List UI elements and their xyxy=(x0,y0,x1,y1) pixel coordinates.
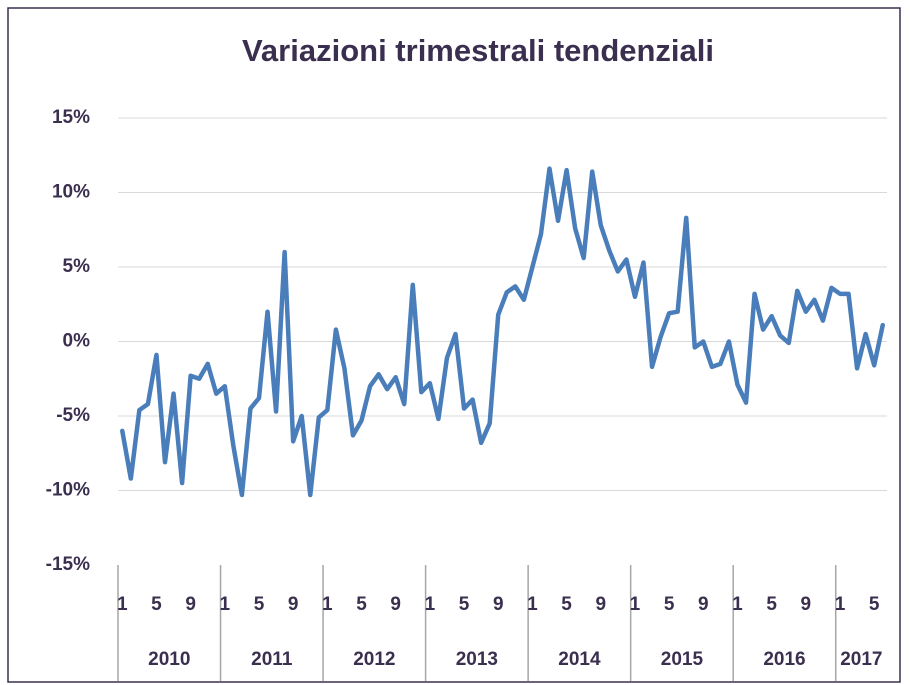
x-tick-label: 9 xyxy=(288,594,299,615)
year-label: 2016 xyxy=(763,649,805,670)
x-tick-label: 9 xyxy=(698,594,709,615)
year-label: 2010 xyxy=(148,649,190,670)
x-tick-label: 9 xyxy=(801,594,812,615)
x-tick-label: 1 xyxy=(220,594,231,615)
x-tick-label: 5 xyxy=(664,594,675,615)
x-tick-label: 1 xyxy=(425,594,436,615)
y-tick-label: 0% xyxy=(63,331,91,352)
x-tick-label: 9 xyxy=(390,594,401,615)
x-tick-label: 1 xyxy=(527,594,538,615)
x-tick-label: 5 xyxy=(151,594,162,615)
y-tick-label: 5% xyxy=(63,256,91,277)
chart-border xyxy=(7,7,901,683)
x-tick-label: 5 xyxy=(869,594,880,615)
year-label: 2017 xyxy=(840,649,882,670)
x-tick-label: 5 xyxy=(561,594,572,615)
y-tick-label: 15% xyxy=(52,107,90,128)
chart-title: Variazioni trimestrali tendenziali xyxy=(242,33,714,68)
x-tick-label: 1 xyxy=(322,594,333,615)
x-tick-label: 5 xyxy=(459,594,470,615)
y-tick-label: -10% xyxy=(46,480,90,501)
x-tick-label: 1 xyxy=(835,594,846,615)
year-label: 2014 xyxy=(558,649,601,670)
x-tick-label: 1 xyxy=(630,594,641,615)
y-tick-label: 10% xyxy=(52,182,90,203)
x-tick-label: 9 xyxy=(595,594,606,615)
x-tick-label: 5 xyxy=(356,594,367,615)
x-tick-label: 9 xyxy=(185,594,196,615)
data-line xyxy=(120,166,885,498)
x-tick-label: 5 xyxy=(254,594,265,615)
x-tick-label: 9 xyxy=(493,594,504,615)
x-tick-label: 1 xyxy=(732,594,743,615)
year-label: 2015 xyxy=(661,649,704,670)
year-label: 2013 xyxy=(456,649,498,670)
x-tick-label: 1 xyxy=(117,594,128,615)
y-tick-label: -5% xyxy=(56,405,90,426)
x-tick-label: 5 xyxy=(766,594,777,615)
year-label: 2011 xyxy=(251,649,293,670)
year-label: 2012 xyxy=(353,649,395,670)
y-tick-label: -15% xyxy=(46,554,90,575)
